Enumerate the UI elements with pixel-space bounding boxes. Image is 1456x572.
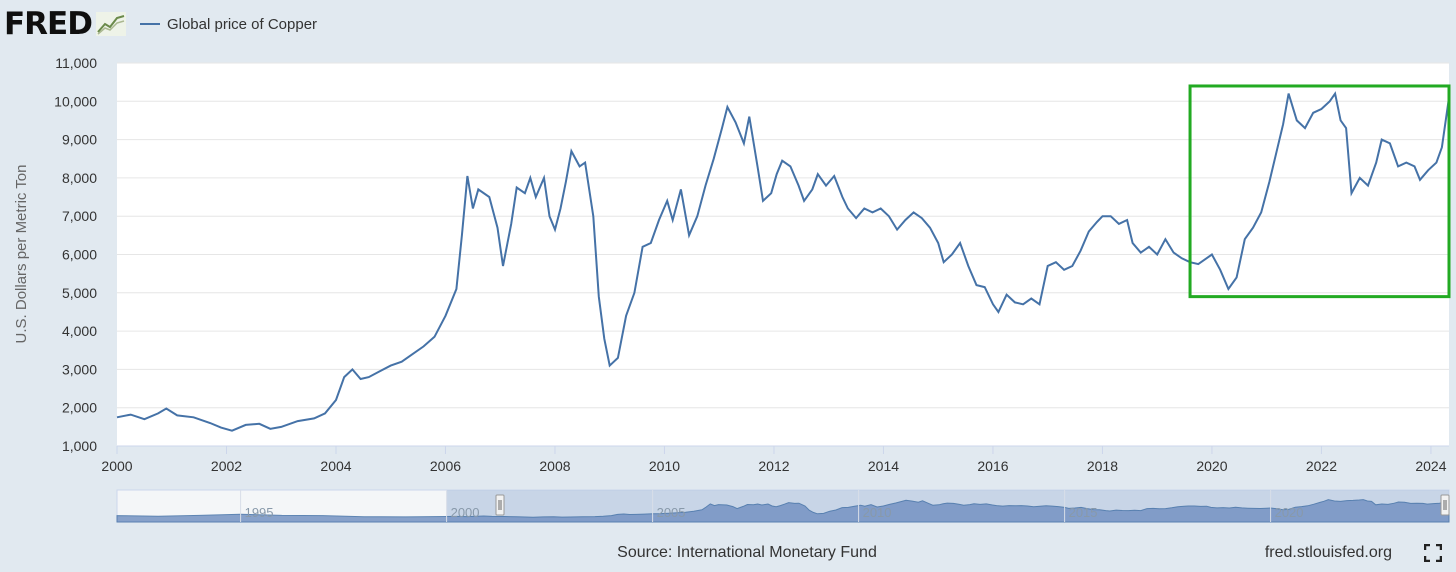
- x-tick-label: 2014: [868, 458, 899, 474]
- x-axis-ticks: 2000 2002 2004 2006 2008 2010 2012 2014 2016 2018…: [101, 446, 1447, 474]
- x-tick-label: 2004: [320, 458, 351, 474]
- y-tick-label: 8,000: [62, 170, 97, 186]
- navigator-tick-label: 2000: [451, 505, 480, 520]
- x-tick-label: 2022: [1306, 458, 1337, 474]
- highlight-box: [1188, 84, 1451, 299]
- chart-line-icon: [95, 12, 126, 36]
- series-line-copper[interactable]: [116, 91, 1450, 432]
- navigator-handle-left[interactable]: [495, 494, 505, 516]
- x-tick-label: 2002: [211, 458, 242, 474]
- navigator-ticks: 1995 2000 2005 2010 2015 2020: [240, 490, 1304, 522]
- y-axis-ticks: 1,000 2,000 3,000 4,000 5,000 6,000 7,000 8,000…: [54, 55, 97, 454]
- y-tick-label: 2,000: [62, 400, 97, 416]
- navigator-tick-label: 2015: [1069, 505, 1098, 520]
- y-tick-label: 4,000: [62, 323, 97, 339]
- x-tick-label: 2024: [1415, 458, 1446, 474]
- x-tick-label: 2000: [101, 458, 132, 474]
- source-text[interactable]: Source: International Monetary Fund: [617, 544, 877, 561]
- fullscreen-icon[interactable]: [1424, 544, 1442, 562]
- navigator-tick-label: 2005: [657, 505, 686, 520]
- y-tick-label: 9,000: [62, 132, 97, 148]
- y-tick-label: 11,000: [55, 55, 97, 71]
- navigator-tick-label: 1995: [245, 505, 274, 520]
- gridlines: [117, 62, 1449, 409]
- navigator-series-area: [116, 499, 1450, 523]
- x-tick-label: 2016: [977, 458, 1008, 474]
- x-tick-label: 2018: [1087, 458, 1118, 474]
- y-tick-label: 3,000: [62, 361, 97, 377]
- navigator-tick-label: 2010: [863, 505, 892, 520]
- x-tick-label: 2008: [539, 458, 570, 474]
- legend-swatch: [139, 23, 160, 25]
- x-tick-label: 2010: [649, 458, 680, 474]
- x-tick-label: 2006: [430, 458, 461, 474]
- y-axis-label: U.S. Dollars per Metric Ton: [13, 165, 30, 344]
- legend-label: Global price of Copper: [166, 15, 318, 33]
- x-tick-label: 2020: [1196, 458, 1227, 474]
- fred-logo[interactable]: FRED: [4, 5, 93, 42]
- navigator-tick-label: 2020: [1275, 505, 1304, 520]
- y-tick-label: 10,000: [54, 93, 97, 109]
- navigator-handle-right[interactable]: [1440, 494, 1450, 516]
- y-tick-label: 7,000: [62, 208, 97, 224]
- navigator[interactable]: 1995 2000 2005 2010 2015 2020: [116, 489, 1450, 523]
- x-tick-label: 2012: [758, 458, 789, 474]
- y-tick-label: 5,000: [62, 285, 97, 301]
- header: FRED Global price of Copper: [4, 6, 317, 42]
- legend[interactable]: Global price of Copper: [139, 15, 318, 33]
- y-tick-label: 1,000: [62, 438, 97, 454]
- site-link[interactable]: fred.stlouisfed.org: [1264, 544, 1392, 561]
- y-tick-label: 6,000: [62, 247, 97, 263]
